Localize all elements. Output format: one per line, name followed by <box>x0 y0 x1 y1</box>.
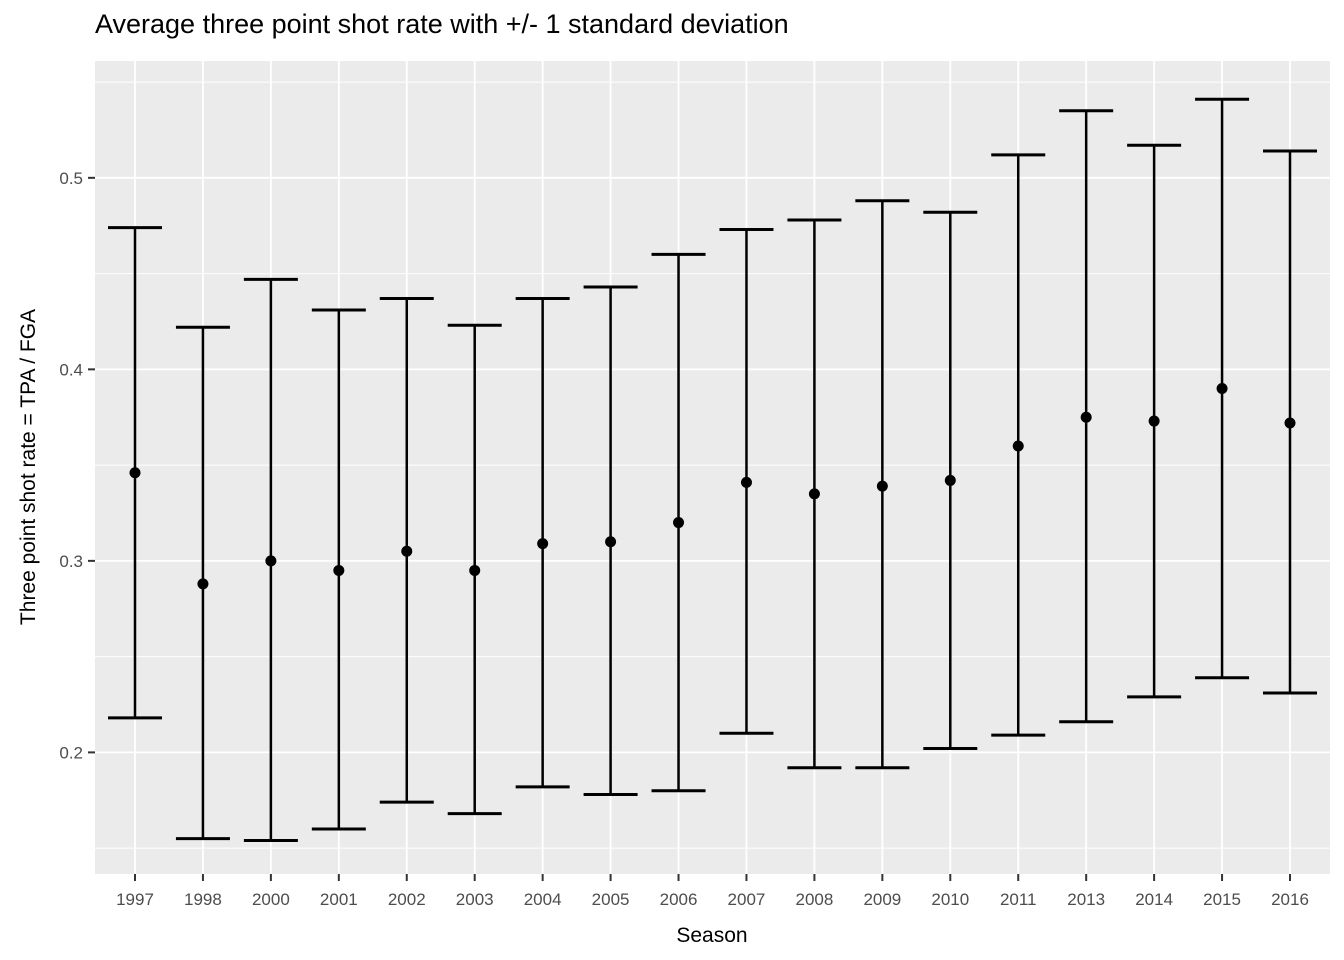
x-tick-label: 2010 <box>931 890 969 909</box>
errorbar-1998 <box>175 325 230 841</box>
x-tick-label: 2005 <box>592 890 630 909</box>
mean-point <box>740 476 752 488</box>
mean-point <box>605 536 617 548</box>
mean-point <box>401 545 413 557</box>
error-bars <box>108 97 1317 842</box>
plot-title: Average three point shot rate with +/- 1… <box>95 9 789 39</box>
axis-tick-marks <box>88 176 1291 881</box>
x-axis-title: Season <box>676 924 747 947</box>
errorbar-2008 <box>787 218 842 770</box>
x-tick-label: 2000 <box>252 890 290 909</box>
mean-point <box>876 480 888 492</box>
x-tick-label: 2008 <box>795 890 833 909</box>
y-axis-title: Three point shot rate = TPA / FGA <box>17 309 40 625</box>
x-tick-label: 2004 <box>524 890 562 909</box>
mean-point <box>808 488 820 500</box>
y-tick-label: 0.4 <box>59 360 83 379</box>
errorbar-2009 <box>855 199 910 770</box>
mean-point <box>129 467 141 479</box>
errorbar-2004 <box>515 296 570 789</box>
y-tick-label: 0.3 <box>59 552 83 571</box>
minor-gridlines <box>95 81 1330 849</box>
mean-point <box>469 564 481 576</box>
x-tick-label: 2002 <box>388 890 426 909</box>
y-tick-label: 0.5 <box>59 169 83 188</box>
errorbar-2003 <box>447 323 502 816</box>
x-tick-labels: 1997 1998 2000 2001 2002 2003 2004 2005 2006 2007… <box>116 890 1309 909</box>
errorbar-2002 <box>379 296 434 804</box>
mean-point <box>333 564 345 576</box>
x-tick-label: 1998 <box>184 890 222 909</box>
mean-point <box>944 474 956 486</box>
mean-point <box>1080 411 1092 423</box>
x-tick-label: 1997 <box>116 890 154 909</box>
errorbar-2001 <box>311 308 366 831</box>
x-tick-label: 2013 <box>1067 890 1105 909</box>
errorbar-1997 <box>108 226 162 720</box>
x-tick-label: 2016 <box>1271 890 1309 909</box>
errorbar-2000 <box>243 277 298 842</box>
errorbar-2005 <box>583 285 638 797</box>
y-tick-labels: 0.2 0.3 0.4 0.5 <box>59 169 83 763</box>
mean-point <box>1284 417 1296 429</box>
x-tick-label: 2014 <box>1135 890 1173 909</box>
mean-point <box>1216 382 1228 394</box>
x-tick-label: 2001 <box>320 890 358 909</box>
y-tick-label: 0.2 <box>59 743 83 762</box>
major-gridlines <box>95 176 1330 754</box>
x-tick-label: 2003 <box>456 890 494 909</box>
errorbar-2010 <box>923 210 978 751</box>
mean-point <box>1012 440 1024 452</box>
mean-point <box>1148 415 1160 427</box>
errorbar-2011 <box>991 153 1046 737</box>
mean-point <box>197 578 209 590</box>
errorbar-2013 <box>1059 109 1114 724</box>
errorbar-2014 <box>1127 143 1182 699</box>
mean-point <box>265 555 277 567</box>
mean-point <box>673 517 685 529</box>
errorbar-2016 <box>1263 149 1317 695</box>
errorbar-2007 <box>719 228 774 735</box>
x-tick-label: 2015 <box>1203 890 1241 909</box>
x-tick-label: 2006 <box>660 890 698 909</box>
x-tick-label: 2007 <box>728 890 766 909</box>
x-tick-label: 2011 <box>1000 890 1037 909</box>
errorbar-2006 <box>651 252 706 793</box>
x-tick-label: 2009 <box>863 890 901 909</box>
plot-panel <box>95 61 1330 874</box>
errorbar-2015 <box>1195 97 1250 680</box>
mean-point <box>537 538 549 550</box>
